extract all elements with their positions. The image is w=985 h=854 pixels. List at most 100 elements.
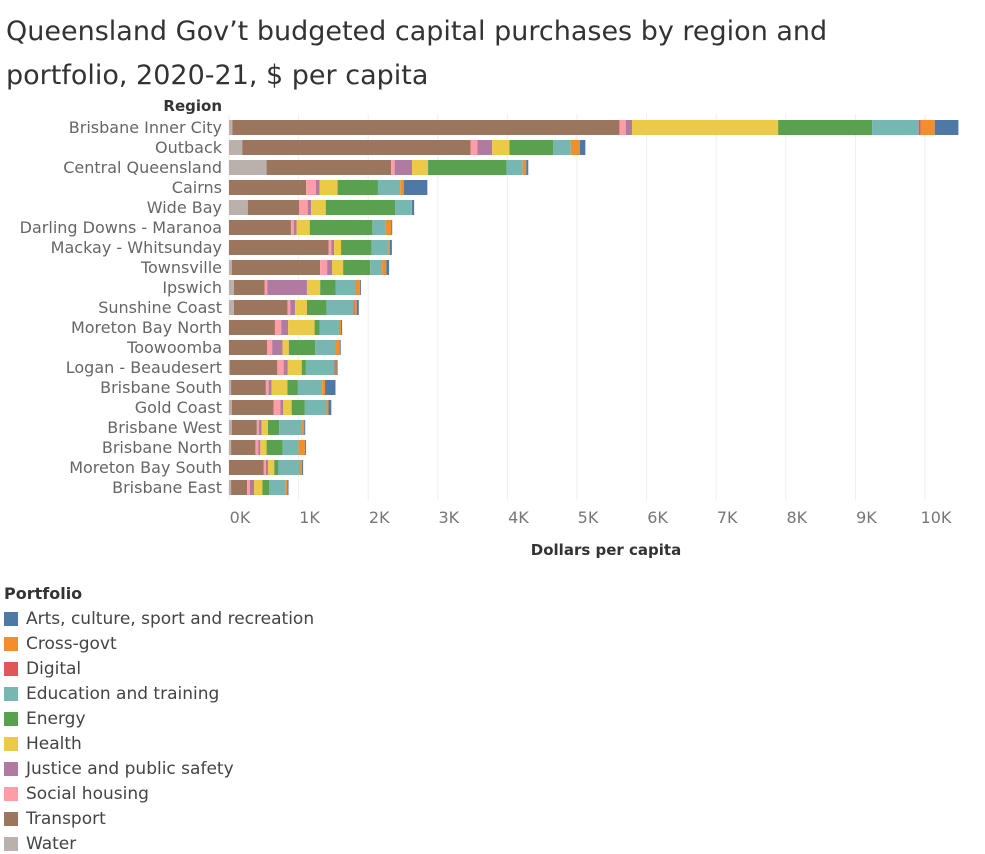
bar-segment-social-housing [256,420,259,435]
bar-segment-education-and-training [278,460,300,475]
legend-item[interactable]: Transport [4,806,314,831]
bar-segment-energy [291,400,305,415]
legend-item[interactable]: Social housing [4,781,314,806]
bar-segment-water [229,400,232,415]
legend-label: Water [26,833,77,854]
legend: Arts, culture, sport and recreation Cross… [4,606,314,854]
bar-segment-justice-and-public-safety [267,280,307,295]
legend-label: Arts, culture, sport and recreation [26,608,315,629]
bar-segment-education-and-training [371,240,389,255]
legend-item[interactable]: Digital [4,656,314,681]
x-tick-label: 4K [508,508,529,527]
bar-segment-social-housing [320,260,328,275]
legend-item[interactable]: Water [4,831,314,854]
x-tick-label: 7K [717,508,738,527]
bar-segment-health [261,420,268,435]
bar-segment-energy [341,240,372,255]
category-label: Gold Coast [135,398,222,417]
bar-segment-justice-and-public-safety [268,380,272,395]
bar-segment-justice-and-public-safety [625,120,632,135]
legend-swatch [4,661,18,676]
legend-item[interactable]: Energy [4,706,314,731]
bar-segment-energy [262,480,270,495]
bar-segment-justice-and-public-safety [290,300,296,315]
bar-segment-health [267,460,275,475]
bar-segment-water [229,360,231,375]
bar-segment-social-housing [273,400,281,415]
bar-segment-arts-culture-sport-and-recreation [412,200,415,215]
bar-segment-water [229,380,232,395]
legend-item[interactable]: Cross-govt [4,631,314,656]
legend-item[interactable]: Health [4,731,314,756]
legend-title: Portfolio [4,584,83,603]
x-tick-label: 6K [647,508,668,527]
bar-segment-justice-and-public-safety [272,340,283,355]
legend-swatch [4,836,18,851]
bar-segment-energy [325,200,396,215]
bar-segment-justice-and-public-safety [327,260,333,275]
bar-segment-water [229,420,232,435]
category-label: Brisbane Inner City [69,118,222,137]
bar-segment-health [287,360,302,375]
bar-segment-education-and-training [326,300,354,315]
bar-segment-social-housing [619,120,626,135]
bar-segment-health [319,180,338,195]
bar-segment-cross-govt [322,380,326,395]
bar-segment-cross-govt [285,480,288,495]
bar-segment-water [229,160,267,175]
chart-title: Queensland Gov’t budgeted capital purcha… [6,16,828,91]
bar-segment-arts-culture-sport-and-recreation [339,340,341,355]
bar-segment-justice-and-public-safety [331,240,335,255]
category-label: Mackay - Whitsunday [51,238,222,257]
bar-segment-cross-govt [335,360,337,375]
bar-segment-health [254,480,263,495]
bar-segment-transport [230,360,278,375]
legend-item[interactable]: Justice and public safety [4,756,314,781]
bar-segment-social-housing [263,460,266,475]
category-label: Wide Bay [147,198,222,217]
legend-swatch [4,811,18,826]
bar-segment-social-housing [306,180,316,195]
bar-segment-education-and-training [297,380,323,395]
bar-segment-energy [287,380,298,395]
bar-segment-arts-culture-sport-and-recreation [341,320,343,335]
bar-segment-justice-and-public-safety [265,460,268,475]
bar-segment-arts-culture-sport-and-recreation [359,280,361,295]
legend-item[interactable]: Arts, culture, sport and recreation [4,606,314,631]
x-tick-label: 1K [299,508,320,527]
x-tick-label: 2K [369,508,390,527]
bar-segment-social-housing [299,200,308,215]
category-label: Brisbane South [100,378,222,397]
bar-segment-education-and-training [279,420,303,435]
bar-segment-social-housing [290,220,294,235]
bar-segment-transport [231,480,248,495]
bar-segment-social-housing [264,280,268,295]
bar-segment-justice-and-public-safety [394,160,413,175]
bar-segment-education-and-training [872,120,919,135]
legend-label: Cross-govt [26,633,117,654]
bar-segment-transport [231,400,274,415]
bar-segment-social-housing [265,380,269,395]
bar-segment-health [412,160,429,175]
bar-segment-cross-govt [326,400,329,415]
bar-segment-education-and-training [377,180,401,195]
bar-segment-cross-govt [570,140,580,155]
x-tick-label: 3K [438,508,459,527]
bar-segment-energy [778,120,873,135]
bar-segment-social-housing [470,140,478,155]
bar-segment-cross-govt [385,220,392,235]
bar-segment-health [492,140,510,155]
legend-item[interactable]: Education and training [4,681,314,706]
bar-segment-health [332,260,344,275]
bar-segment-transport [233,300,288,315]
bar-segment-health [288,320,315,335]
bar-segment-health [306,280,321,295]
bar-segment-cross-govt [411,200,413,215]
bar-segment-education-and-training [335,280,355,295]
bar-segment-arts-culture-sport-and-recreation [389,240,392,255]
bar-segment-cross-govt [522,160,527,175]
legend-label: Transport [26,808,106,829]
legend-label: Social housing [26,783,149,804]
bar-segment-social-housing [255,440,259,455]
